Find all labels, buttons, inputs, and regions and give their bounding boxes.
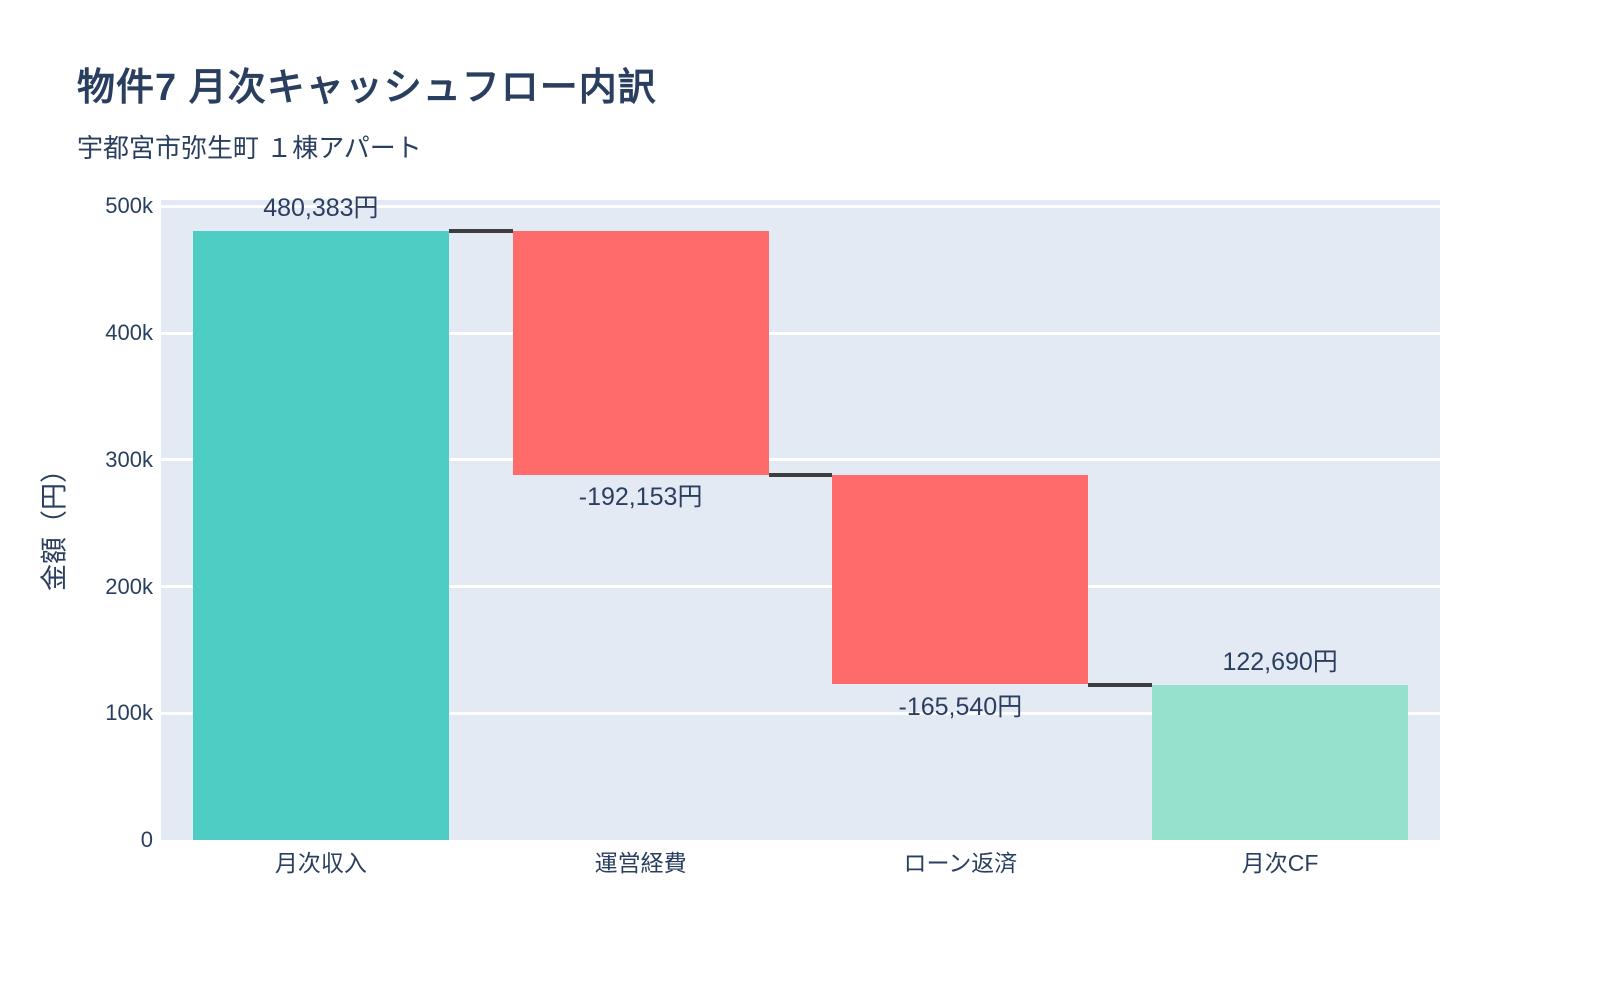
waterfall-bar-3[interactable] xyxy=(1152,684,1409,840)
bar-label-0: 480,383円 xyxy=(263,194,379,223)
gridline-400k xyxy=(161,331,1440,335)
x-tick-label-2: ローン返済 xyxy=(903,850,1018,876)
gridline-100k xyxy=(161,711,1440,715)
bar-label-2: -165,540円 xyxy=(898,692,1023,721)
chart-subtitle: 宇都宮市弥生町 １棟アパート xyxy=(77,133,422,163)
x-tick-label-0: 月次収入 xyxy=(274,850,367,876)
x-tick-label-1: 運営経費 xyxy=(594,850,687,876)
waterfall-bar-0[interactable] xyxy=(192,231,449,840)
gridline-200k xyxy=(161,585,1440,589)
gridline-300k xyxy=(161,458,1440,462)
y-tick-label-300k: 300k xyxy=(105,446,153,472)
gridline-500k xyxy=(161,204,1440,208)
waterfall-connector-2 xyxy=(1088,682,1153,687)
bar-label-3: 122,690円 xyxy=(1222,647,1338,676)
y-tick-label-200k: 200k xyxy=(105,573,153,599)
chart-title: 物件7 月次キャッシュフロー内訳 xyxy=(77,67,657,109)
waterfall-connector-0 xyxy=(448,229,513,234)
plot-area xyxy=(161,200,1440,840)
waterfall-bar-1[interactable] xyxy=(512,231,769,475)
y-axis-title: 金額（円） xyxy=(39,456,70,591)
x-tick-label-3: 月次CF xyxy=(1241,850,1319,876)
y-tick-label-400k: 400k xyxy=(105,320,153,346)
y-tick-label-100k: 100k xyxy=(105,700,153,726)
waterfall-connector-1 xyxy=(768,472,833,477)
y-tick-label-0: 0 xyxy=(140,827,153,852)
y-tick-label-500k: 500k xyxy=(105,193,153,219)
waterfall-bar-2[interactable] xyxy=(832,474,1089,685)
bar-label-1: -192,153円 xyxy=(578,482,703,511)
